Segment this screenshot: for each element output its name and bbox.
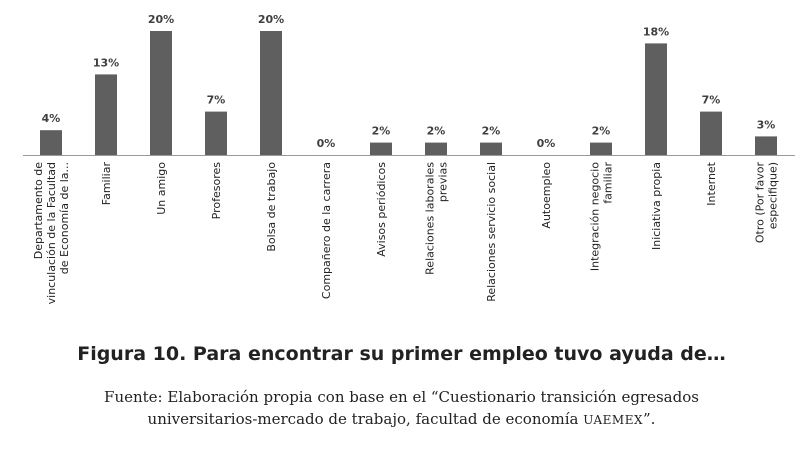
category-label: familiar (602, 162, 615, 204)
bar (755, 136, 777, 155)
data-label: 20% (258, 13, 284, 26)
bar (150, 31, 172, 155)
data-label: 13% (93, 56, 119, 69)
category-label: Autoempleo (540, 162, 553, 229)
category-label: Iniciativa propia (650, 162, 663, 250)
data-label: 20% (148, 13, 174, 26)
category-label: Avisos periódicos (375, 162, 388, 257)
source-end: ”. (643, 410, 656, 428)
data-label: 0% (317, 137, 336, 150)
category-label: Relaciones servicio social (485, 162, 498, 302)
category-label: Departamento de (32, 162, 45, 260)
category-label: previas (437, 162, 450, 202)
category-label: de Economía de la... (58, 162, 71, 274)
data-label: 2% (482, 125, 501, 138)
data-label: 0% (537, 137, 556, 150)
bar (700, 111, 722, 155)
bar (425, 142, 447, 155)
figure-source-line-2: universitarios-mercado de trabajo, facul… (0, 410, 803, 428)
category-label: vinculación de la Facultad (45, 162, 58, 304)
data-label: 2% (372, 125, 391, 138)
data-label: 7% (702, 94, 721, 107)
category-label: Integración negocio (589, 162, 602, 271)
category-label: Un amigo (155, 162, 168, 215)
bar (260, 31, 282, 155)
figure-title: Figura 10. Para encontrar su primer empl… (77, 343, 726, 365)
category-label: Compañero de la carrera (320, 162, 333, 299)
data-label: 7% (207, 94, 226, 107)
category-label: Profesores (210, 162, 223, 220)
data-label: 3% (757, 118, 776, 131)
bar-chart: 4% Departamento de vinculación de la Facul… (23, 13, 795, 304)
category-label: Bolsa de trabajo (265, 162, 278, 252)
bar (370, 142, 392, 155)
data-label: 2% (592, 125, 611, 138)
category-label: Otro (Por favor (754, 162, 767, 244)
bar (480, 142, 502, 155)
category-label: Internet (705, 161, 718, 205)
bar (645, 43, 667, 155)
bar (40, 130, 62, 155)
figure-source-line-1: Fuente: Elaboración propia con base en e… (104, 388, 699, 406)
data-label: 2% (427, 125, 446, 138)
category-label: Relaciones laborales (424, 162, 437, 275)
category-label: Familiar (100, 162, 113, 206)
category-label: especifique) (767, 162, 780, 229)
bar (590, 142, 612, 155)
source-institution: uaemex (583, 413, 644, 427)
data-label: 4% (42, 112, 61, 125)
source-text: universitarios-mercado de trabajo, facul… (147, 410, 584, 428)
data-label: 18% (643, 25, 669, 38)
bar (205, 111, 227, 155)
bar (95, 74, 117, 155)
